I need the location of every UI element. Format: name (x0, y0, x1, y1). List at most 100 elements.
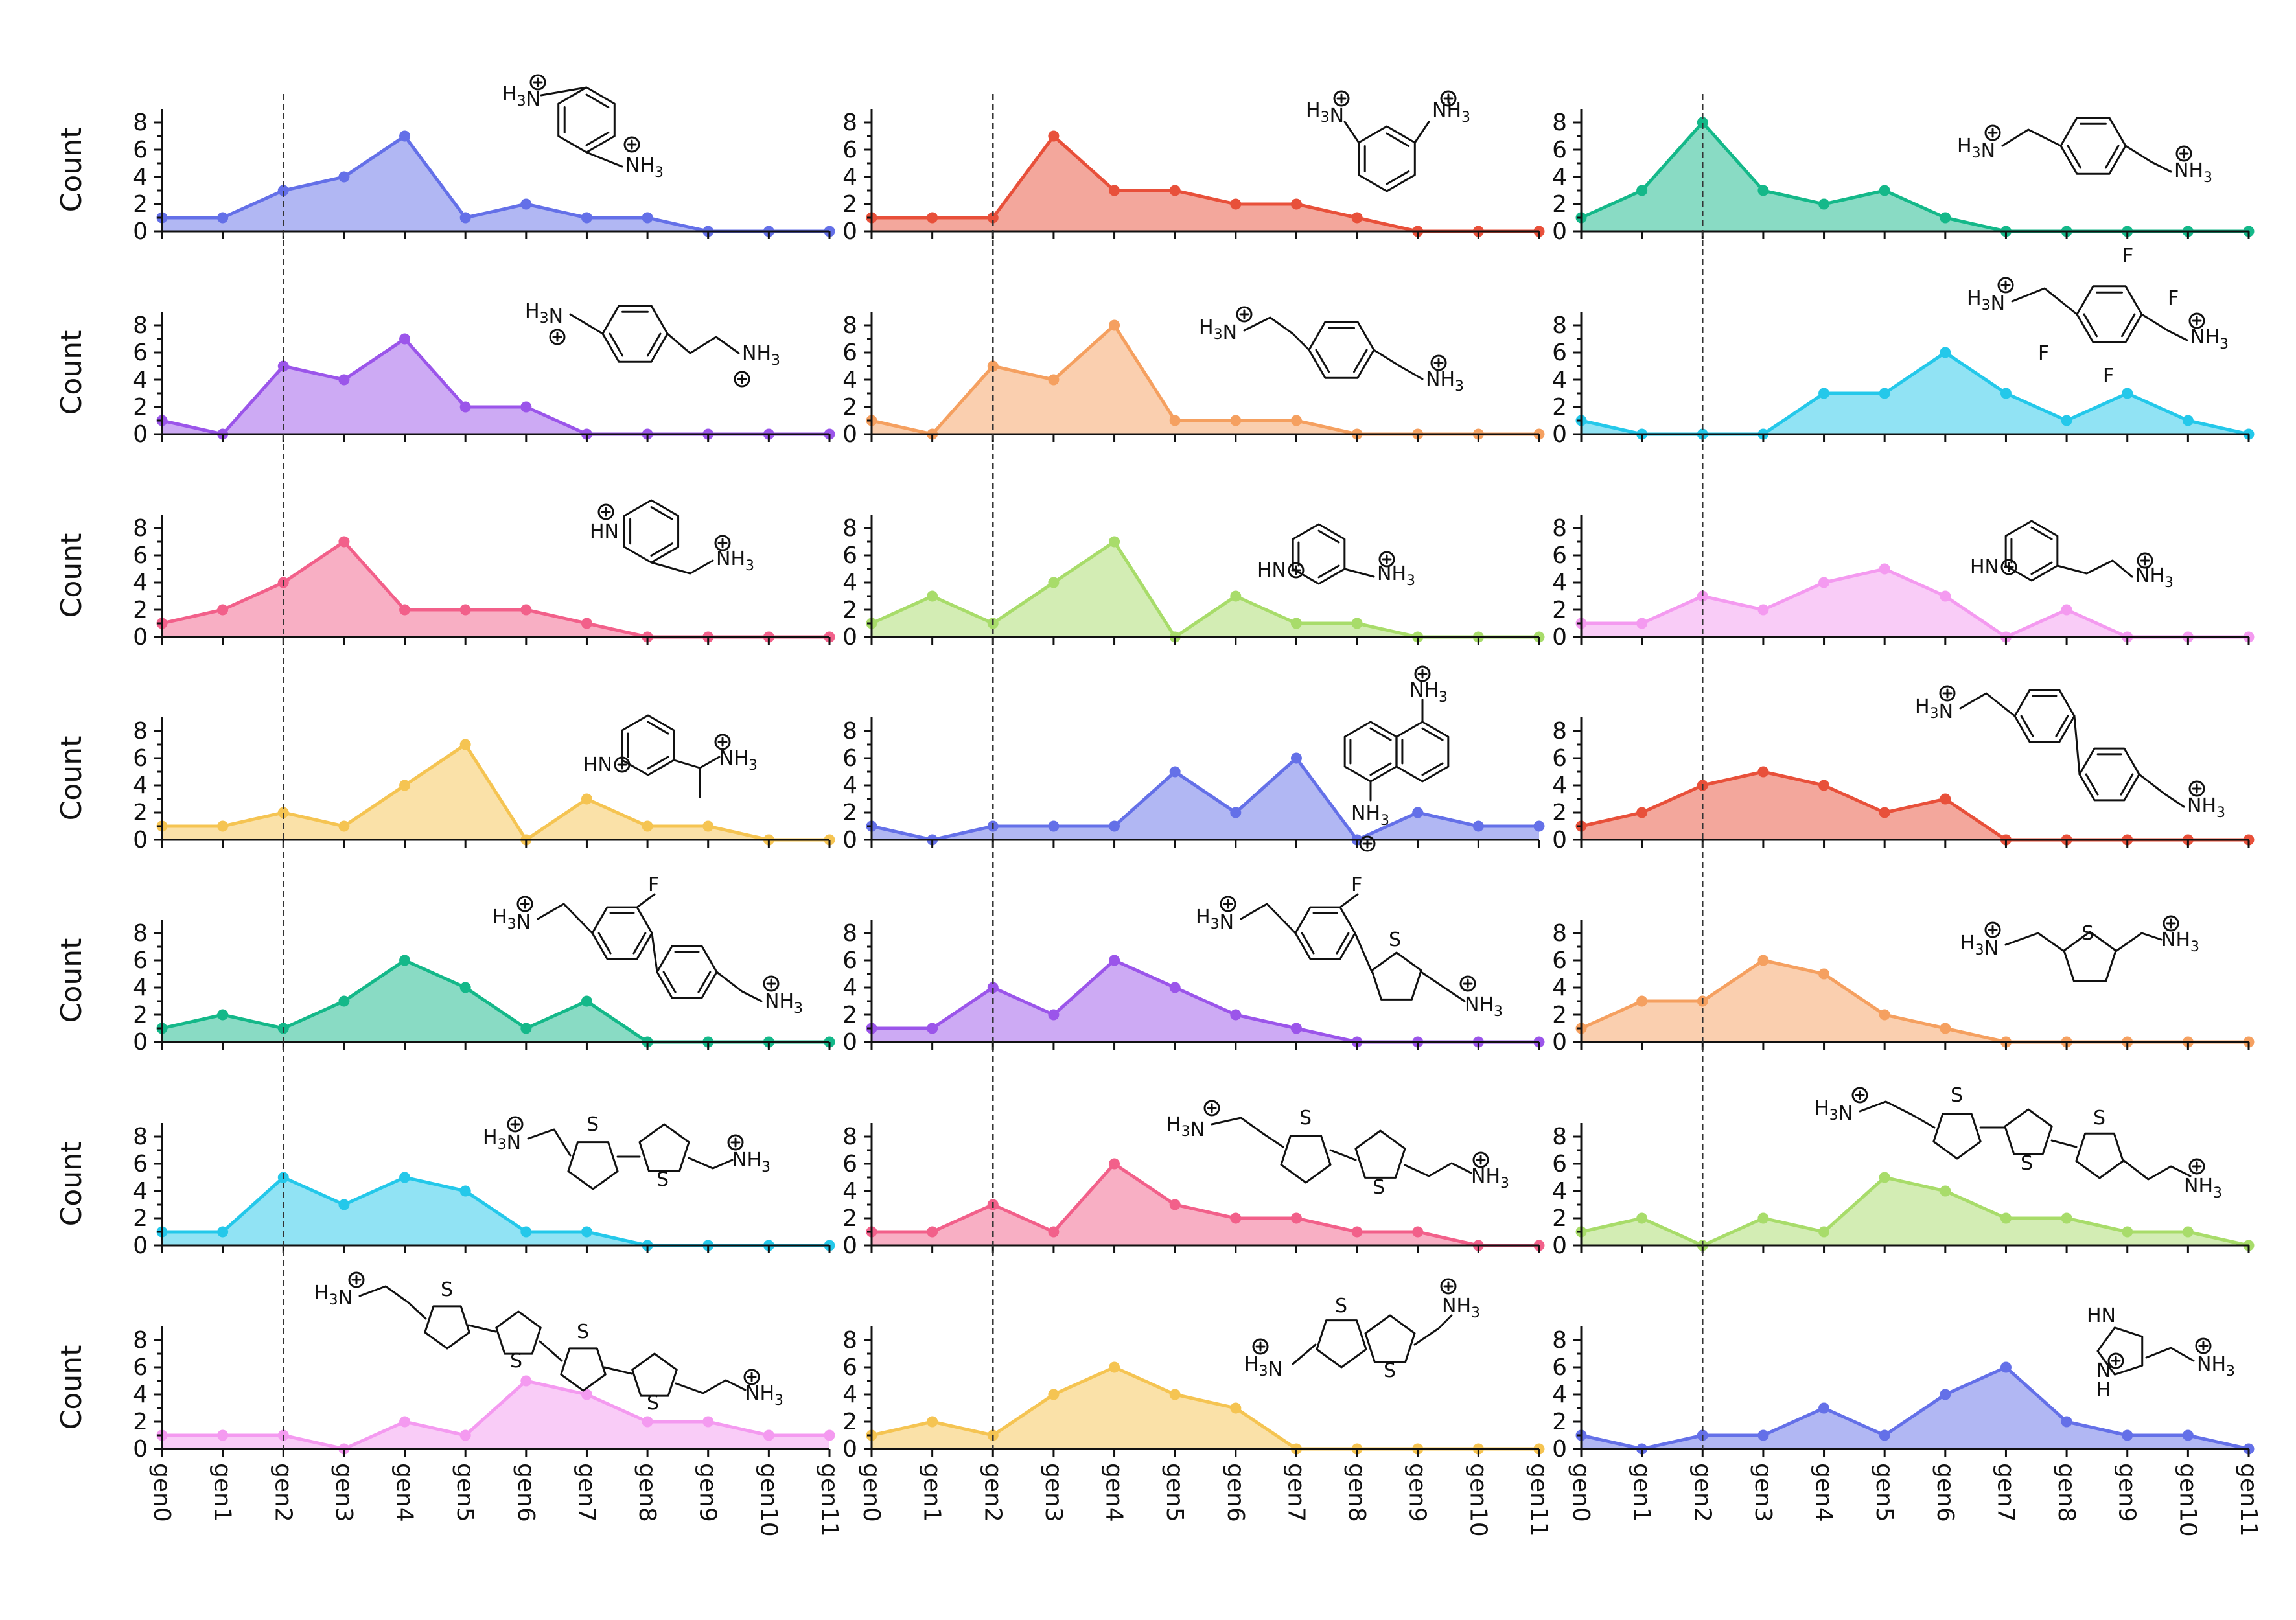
data-point (1818, 388, 1830, 399)
positive-charge-icon (1984, 921, 2001, 938)
x-tick-label: gen4 (1811, 1463, 1837, 1522)
y-tick-label: 6 (133, 137, 148, 163)
data-point (1230, 198, 1242, 210)
area-fill (872, 542, 1539, 637)
y-tick-label: 0 (133, 1232, 148, 1259)
amine-label-left: H3N (502, 83, 540, 111)
data-point (1818, 1402, 1830, 1414)
molecule-structure: H3N S S NH3 (1166, 1100, 1509, 1199)
data-point (763, 1429, 774, 1441)
data-point (1818, 198, 1830, 210)
area-fill (162, 960, 829, 1042)
positive-charge-icon (623, 136, 640, 153)
data-point (987, 982, 999, 993)
positive-charge-icon (2175, 145, 2192, 162)
molecule-structure: HN NH NH3 (2087, 1304, 2235, 1402)
y-axis-label: Count (55, 736, 88, 821)
sulfur-label: S (2093, 1107, 2105, 1129)
data-point (1818, 780, 1830, 791)
y-tick-label: 2 (133, 1002, 148, 1028)
data-point (1879, 1172, 1890, 1183)
area-fill (1581, 122, 2249, 231)
x-tick-label: gen0 (1568, 1463, 1594, 1522)
x-tick-label: gen8 (1343, 1463, 1370, 1522)
amine-label-right: NH3 (1432, 99, 1470, 126)
positive-charge-icon (1252, 1338, 1269, 1355)
data-point (1048, 1009, 1060, 1021)
amine-label-left: H3N (314, 1282, 353, 1310)
data-point (217, 1226, 229, 1238)
area-fill (162, 136, 829, 231)
positive-charge-icon (549, 329, 566, 345)
y-tick-label: 8 (842, 312, 857, 339)
y-tick-label: 6 (842, 542, 857, 569)
data-point (1757, 1212, 1769, 1224)
amine-label-left: H3N (1196, 906, 1234, 934)
y-tick-label: 0 (1552, 421, 1567, 448)
y-tick-label: 0 (133, 218, 148, 245)
fluorine-label: F (2122, 245, 2133, 268)
molecule-structure: H3N S NH3 (1960, 915, 2199, 982)
data-point (1636, 1212, 1648, 1224)
amine-label-right: NH3 (742, 342, 780, 369)
area-fill (1581, 960, 2249, 1042)
molecule-structure: NH3 NH3 (1343, 665, 1450, 852)
positive-charge-icon (1459, 975, 1476, 992)
amine-label-left: H3N (1960, 932, 1999, 960)
amine-label-right: NH3 (1471, 1165, 1509, 1192)
data-point (1351, 1226, 1363, 1238)
y-tick-label: 4 (1552, 367, 1567, 393)
y-tick-label: 0 (842, 421, 857, 448)
y-tick-label: 4 (842, 570, 857, 596)
y-tick-label: 8 (842, 718, 857, 745)
y-tick-label: 0 (133, 827, 148, 853)
sulfur-label: S (2021, 1152, 2033, 1175)
positive-charge-icon (1472, 1151, 1489, 1168)
positive-charge-icon (1851, 1087, 1868, 1104)
y-tick-label: 6 (842, 1354, 857, 1381)
data-point (1818, 968, 1830, 980)
y-axis-label: Count (55, 1345, 88, 1430)
x-tick-label: gen2 (979, 1463, 1006, 1522)
positive-charge-icon (2188, 780, 2205, 797)
imidazole-label: N (2096, 1360, 2111, 1382)
sulfur-label: S (586, 1113, 599, 1136)
y-tick-label: 8 (842, 920, 857, 947)
positive-charge-icon (734, 371, 750, 388)
data-point (277, 185, 289, 196)
data-point (1940, 347, 1951, 358)
y-tick-label: 8 (842, 110, 857, 136)
amine-label-right: NH3 (1442, 1295, 1480, 1321)
data-point (338, 171, 350, 183)
y-tick-label: 4 (133, 367, 148, 393)
data-point (1697, 590, 1708, 602)
y-tick-label: 2 (842, 1002, 857, 1028)
data-point (2061, 1416, 2072, 1428)
data-point (217, 604, 229, 616)
y-tick-label: 8 (133, 515, 148, 542)
y-tick-label: 8 (842, 1124, 857, 1150)
x-tick-label: gen1 (1629, 1463, 1655, 1522)
amine-label-right: NH3 (716, 548, 754, 574)
data-point (702, 820, 714, 832)
sulfur-label: S (1384, 1360, 1396, 1382)
y-tick-label: 8 (133, 312, 148, 339)
data-point (520, 1375, 532, 1387)
data-point (2122, 1429, 2133, 1441)
molecule-structure: H3N S S NH3 (483, 1113, 771, 1191)
x-tick-label: gen9 (2114, 1463, 2140, 1522)
data-point (2000, 1212, 2012, 1224)
amine-label-right: NH3 (1426, 368, 1464, 395)
sulfur-label: S (1951, 1084, 1963, 1107)
series-line (1581, 1175, 2249, 1247)
positive-charge-icon (2188, 1158, 2205, 1175)
x-tick-label: gen3 (1750, 1463, 1776, 1522)
data-point (1230, 807, 1242, 818)
data-point (520, 1023, 532, 1034)
sulfur-label: S (1389, 929, 1401, 951)
